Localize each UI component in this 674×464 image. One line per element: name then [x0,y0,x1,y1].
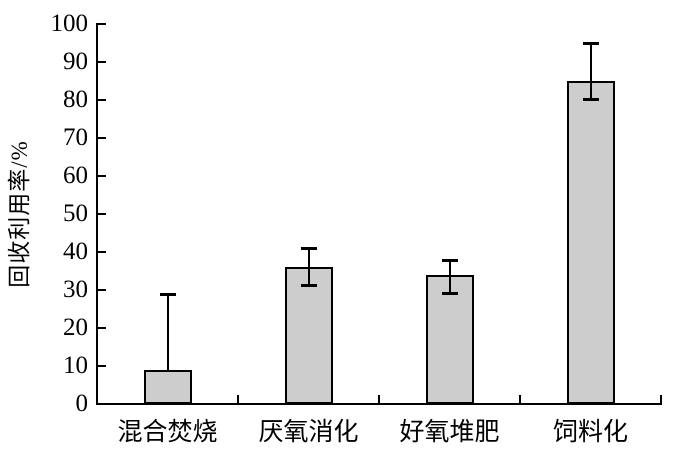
y-tick-mark [98,175,106,177]
bar-3 [425,274,474,404]
y-tick-mark [98,137,106,139]
y-tick-label: 100 [50,10,89,37]
y-tick-mark [98,251,106,253]
y-tick-label: 0 [75,390,89,417]
x-category-label-3: 好氧堆肥 [399,419,500,446]
error-bar-stem-4 [589,43,592,100]
y-tick-label: 30 [63,276,88,303]
x-tick-mark [519,395,521,403]
error-bar-top-cap-1 [159,292,176,296]
y-tick-mark [98,365,106,367]
bar-1 [143,369,192,404]
x-axis-line [96,403,662,405]
bar-2 [284,267,333,404]
y-tick-label: 50 [63,200,88,227]
error-bar-stem-3 [448,259,451,294]
x-tick-mark [237,395,239,403]
y-tick-label: 80 [63,86,88,113]
y-tick-label: 40 [63,238,88,265]
error-bar-bottom-cap-2 [300,284,317,288]
y-tick-label: 90 [63,48,88,75]
y-tick-mark [98,403,106,405]
x-category-label-1: 混合焚烧 [117,419,218,446]
y-tick-mark [98,99,106,101]
error-bar-stem-2 [307,248,310,287]
y-tick-mark [98,213,106,215]
x-category-label-2: 厌氧消化 [258,419,359,446]
y-tick-label: 60 [63,162,88,189]
y-tick-mark [98,327,106,329]
y-tick-mark [98,61,106,63]
x-category-label-4: 饲料化 [552,419,628,446]
error-bar-bottom-cap-3 [441,291,458,295]
y-tick-label: 10 [63,352,88,379]
y-tick-label: 20 [63,314,88,341]
y-tick-label: 70 [63,124,88,151]
y-tick-mark [98,289,106,291]
bar-4 [566,81,615,404]
error-bar-top-cap-3 [441,258,458,262]
x-tick-mark [378,395,380,403]
error-bar-stem-1 [166,293,169,370]
error-bar-top-cap-4 [582,42,599,45]
error-bar-bottom-cap-4 [582,98,599,101]
x-tick-mark [660,395,662,403]
error-bar-top-cap-2 [300,247,317,251]
y-tick-mark [98,23,106,25]
y-axis-line [96,23,98,405]
